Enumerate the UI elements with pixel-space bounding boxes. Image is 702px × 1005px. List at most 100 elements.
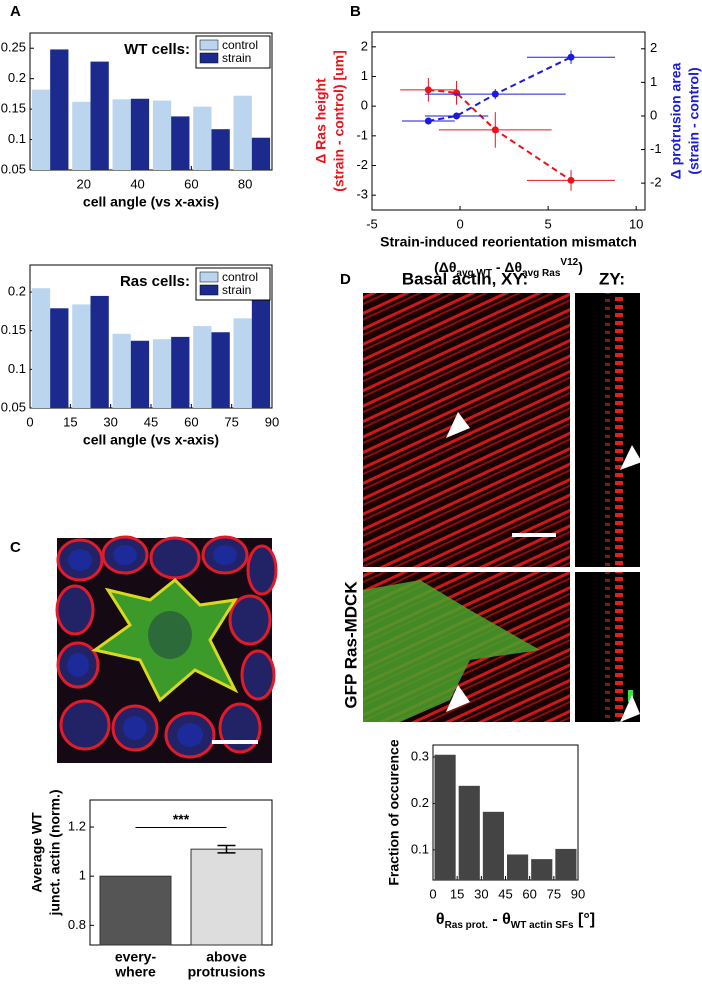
point <box>491 126 499 134</box>
x-axis-label-part: WT actin SFs <box>511 920 574 931</box>
bar <box>507 854 529 880</box>
bar <box>90 295 109 408</box>
bar <box>211 129 230 170</box>
x-tick-label: 15 <box>63 414 77 429</box>
x-axis-label-part: Ras prot. <box>445 920 489 931</box>
image-zy-top <box>575 293 640 567</box>
annotation: *** <box>173 811 190 827</box>
bar <box>193 326 212 408</box>
x-tick-label: every- <box>115 949 157 965</box>
y-tick-label: 0.1 <box>8 131 26 146</box>
y-axis-label: junct. actin (norm.) <box>47 790 63 917</box>
bar <box>482 811 504 880</box>
bar <box>434 754 456 880</box>
bar <box>90 61 109 170</box>
plot-frame <box>371 31 646 211</box>
side-label: GFP Ras-MDCK <box>341 581 360 709</box>
y-axis-label: Average WT <box>29 812 45 893</box>
panel-label: C <box>10 539 21 556</box>
x-tick-label: 20 <box>77 176 91 191</box>
x-axis-label-part: (Δθ <box>434 259 456 275</box>
y2-axis-label: Δ protrusion area <box>668 62 684 179</box>
y-tick-label: 0.1 <box>8 361 26 376</box>
legend-label: strain <box>222 51 251 65</box>
bar <box>50 308 69 408</box>
micrograph-d: Basal actin, XY: ZY: GFP Ras-MDCK <box>341 269 642 722</box>
y-tick-label: -1 <box>356 127 368 142</box>
bar <box>130 340 150 408</box>
x-axis-label-part: ) <box>578 259 583 275</box>
x-tick-label: 80 <box>238 176 252 191</box>
image-xy-top <box>363 293 570 567</box>
nuclei <box>67 545 237 747</box>
y2-tick-label: -2 <box>650 175 662 190</box>
y-tick-label: 0.25 <box>1 40 26 55</box>
bar <box>130 98 150 170</box>
y-tick-label: 0.8 <box>68 917 86 932</box>
point <box>567 176 575 184</box>
legend-label: control <box>222 270 258 284</box>
x-tick-label: 45 <box>498 886 512 901</box>
gfp-cell <box>363 580 540 722</box>
bar <box>171 336 190 408</box>
arrowhead <box>620 695 640 722</box>
annotation: Ras cells: <box>120 273 190 290</box>
bar <box>211 332 230 408</box>
x-tick-label: 60 <box>184 414 198 429</box>
y-axis-label: (strain - control) [um] <box>331 50 347 192</box>
legend-label: strain <box>222 283 251 297</box>
y-tick-label: 1 <box>361 68 368 83</box>
x-tick-label: 90 <box>265 414 279 429</box>
point <box>453 89 461 97</box>
legend-swatch <box>199 271 219 283</box>
x-tick-label: 60 <box>184 176 198 191</box>
y-tick-label: 0.2 <box>8 283 26 298</box>
x-tick-label: 5 <box>545 216 552 231</box>
y2-tick-label: 2 <box>650 40 657 55</box>
x-tick-label: 40 <box>130 176 144 191</box>
y-axis-label: Δ Ras height <box>313 78 329 164</box>
x-axis-label-part: - Δθ <box>492 259 522 275</box>
y-tick-label: 0.1 <box>411 841 429 856</box>
bar <box>112 99 131 170</box>
x-axis-label: θRas prot. - θWT actin SFs [°] <box>436 911 595 930</box>
x-tick-label: protrusions <box>188 964 266 980</box>
x-axis-label: cell angle (vs x-axis) <box>83 432 219 448</box>
y-tick-label: -3 <box>356 187 368 202</box>
micrograph-c <box>55 535 278 763</box>
x-tick-label: above <box>206 949 247 965</box>
bar <box>31 288 51 408</box>
x-axis-label-part: - θ <box>488 911 511 928</box>
image-title: Basal actin, XY: <box>402 269 528 288</box>
plot-frame <box>29 32 273 171</box>
x-axis-label-part: θ <box>436 911 445 928</box>
bar <box>171 116 190 170</box>
y2-axis-label: (strain - control) <box>686 67 702 174</box>
point <box>424 117 432 125</box>
x-tick-label: 60 <box>522 886 536 901</box>
annotation: WT cells: <box>124 41 190 58</box>
bar <box>531 859 553 880</box>
point <box>491 90 499 98</box>
x-axis-label: Strain-induced reorientation mismatch <box>380 234 637 250</box>
panel-label: D <box>340 271 351 288</box>
x-axis-label-part: V12 <box>560 257 578 268</box>
bar <box>152 339 172 408</box>
legend-label: control <box>222 38 258 52</box>
image-title: ZY: <box>599 269 625 288</box>
x-axis-label: cell angle (vs x-axis) <box>83 194 219 210</box>
x-tick-label: 75 <box>224 414 238 429</box>
y-tick-label: 1 <box>79 868 86 883</box>
x-axis-label-part: [°] <box>574 911 596 928</box>
y-tick-label: 0 <box>361 98 368 113</box>
bar <box>233 318 252 408</box>
bar <box>50 49 69 170</box>
bar <box>233 95 252 170</box>
x-tick-label: 45 <box>144 414 158 429</box>
point <box>453 112 461 120</box>
bar <box>31 89 51 170</box>
legend-swatch <box>199 52 219 64</box>
x-tick-label: 30 <box>474 886 488 901</box>
x-tick-label: 90 <box>571 886 585 901</box>
